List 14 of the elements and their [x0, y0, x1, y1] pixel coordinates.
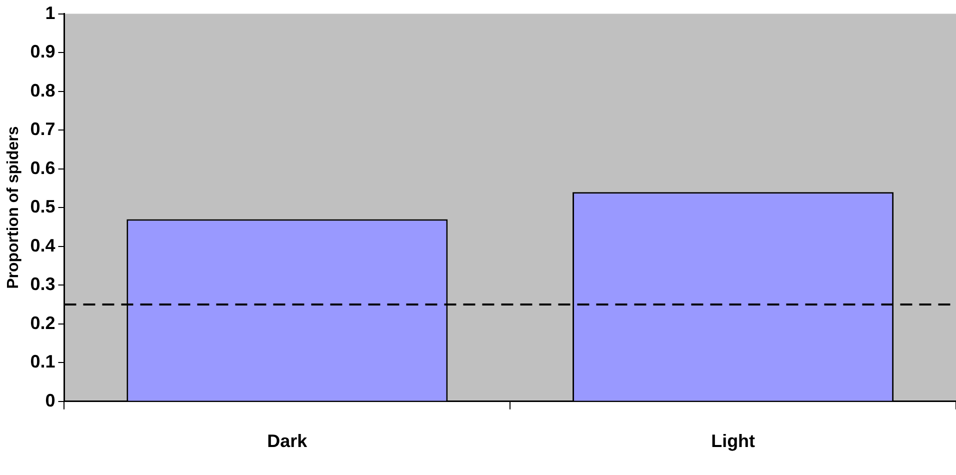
y-tick-label: 0.4: [30, 235, 56, 256]
y-tick-label: 0.1: [30, 352, 56, 372]
x-tick-label: Dark: [267, 431, 308, 452]
y-tick-label: 0.8: [30, 80, 56, 100]
y-tick-label: 0.9: [30, 42, 56, 62]
x-tick-label: Light: [711, 431, 756, 452]
y-tick-label: 0.7: [30, 119, 56, 140]
y-tick-label: 0.6: [30, 158, 56, 178]
y-tick-label: 0.2: [30, 312, 56, 333]
y-axis-title: Proportion of spiders: [5, 126, 22, 289]
y-tick-label: 0.3: [30, 274, 56, 294]
y-tick-label: 0: [45, 390, 56, 410]
y-tick-label: 1: [45, 2, 56, 23]
y-tick-label: 0.5: [30, 196, 56, 217]
